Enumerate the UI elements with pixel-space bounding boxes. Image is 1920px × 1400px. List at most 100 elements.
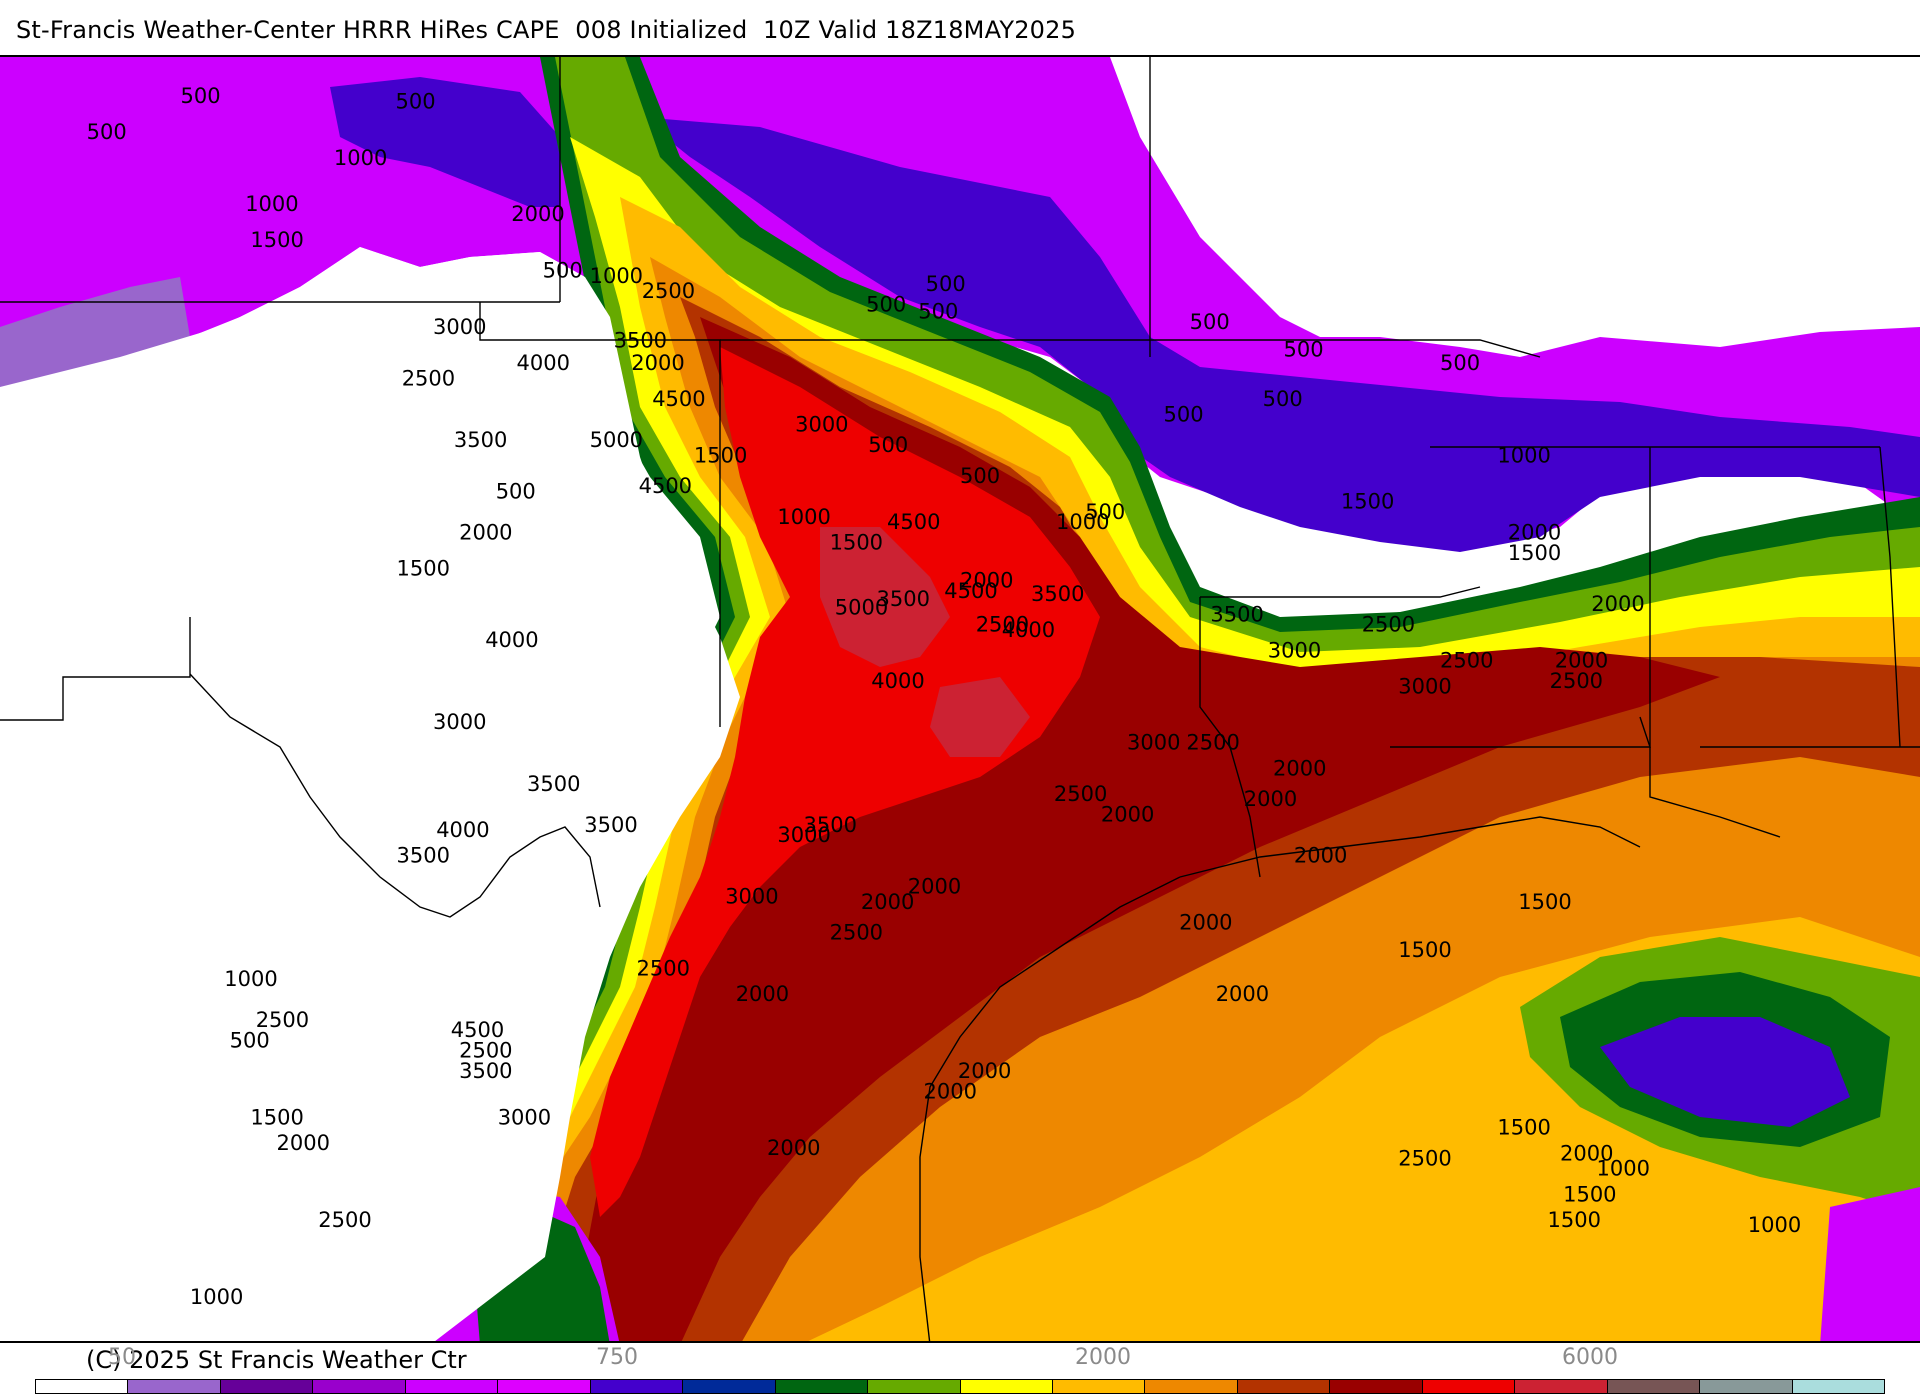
state-boundary-line (189, 673, 601, 918)
contour-label: 2000 (908, 874, 961, 898)
state-boundary-line (720, 339, 1541, 358)
contour-label: 1500 (1518, 890, 1571, 914)
contour-label: 2000 (958, 1059, 1011, 1083)
contour-label: 500 (230, 1028, 270, 1052)
contour-label: 3000 (1127, 731, 1180, 755)
copyright: (C) 2025 St Francis Weather Ctr (86, 1346, 467, 1374)
contour-label: 3000 (777, 823, 830, 847)
colorbar-swatch (1700, 1380, 1793, 1393)
contour-label: 3000 (795, 413, 848, 437)
contour-label: 500 (181, 84, 221, 108)
contour-label: 1500 (1398, 938, 1451, 962)
colorbar-swatch (405, 1380, 499, 1393)
contour-label: 500 (918, 300, 958, 324)
contour-label: 2000 (277, 1131, 330, 1155)
state-boundaries (0, 57, 1920, 1341)
colorbar-swatch (683, 1380, 776, 1393)
contour-label: 4000 (517, 351, 570, 375)
contour-label: 500 (543, 259, 583, 283)
contour-label: 1500 (1497, 1116, 1550, 1140)
colorbar-swatch (1330, 1380, 1423, 1393)
contour-label: 3500 (459, 1059, 512, 1083)
contour-label: 2500 (402, 366, 455, 390)
contour-label: 500 (496, 479, 536, 503)
contour-label: 4000 (871, 669, 924, 693)
contour-label: 2000 (511, 202, 564, 226)
contour-label: 2500 (642, 279, 695, 303)
contour-label: 1000 (334, 146, 387, 170)
contour-label: 1000 (1597, 1157, 1650, 1181)
contour-label: 4500 (944, 579, 997, 603)
state-boundary-line (1649, 447, 1781, 838)
contour-label: 500 (396, 89, 436, 113)
contour-label: 2000 (1101, 803, 1154, 827)
colorbar-swatch (1145, 1380, 1238, 1393)
contour-label: 1500 (1508, 541, 1561, 565)
contour-label: 3000 (725, 885, 778, 909)
contour-label: 1500 (397, 556, 450, 580)
state-boundary-line (1200, 586, 1481, 598)
colorbar-swatch (498, 1380, 591, 1393)
colorbar-tick-label: 2000 (1075, 1345, 1131, 1370)
contour-label: 5000 (835, 595, 888, 619)
contour-label: 2000 (767, 1136, 820, 1160)
contour-label: 2500 (256, 1008, 309, 1032)
contour-label: 500 (1263, 387, 1303, 411)
contour-label: 2000 (924, 1080, 977, 1104)
contour-label: 500 (960, 464, 1000, 488)
state-boundary-line (1199, 597, 1261, 878)
contour-label: 4500 (887, 510, 940, 534)
contour-label: 2000 (1294, 844, 1347, 868)
colorbar-swatch (1052, 1380, 1146, 1393)
contour-label: 1500 (1341, 490, 1394, 514)
contour-label: 1500 (694, 443, 747, 467)
contour-label: 2500 (976, 613, 1029, 637)
cape-area-northeast-blank (1110, 57, 1920, 357)
contour-label: 500 (1440, 351, 1480, 375)
colorbar-swatch (220, 1380, 314, 1393)
contour-label: 500 (1085, 500, 1125, 524)
contour-label: 3000 (498, 1105, 551, 1129)
cape-area-northwest-core (0, 277, 190, 402)
coastline (919, 876, 1181, 1341)
state-boundary-line (0, 617, 191, 721)
colorbar-tick-label: 750 (596, 1345, 638, 1370)
colorbar (35, 1379, 1885, 1394)
contour-label: 2500 (459, 1039, 512, 1063)
contour-label: 1000 (190, 1285, 243, 1309)
cape-map: 500 500 500 500 500 500 500 500 500 500 500 500 500 5… (0, 55, 1920, 1343)
contour-label: 1500 (250, 1105, 303, 1129)
cape-area-red (590, 347, 1100, 1217)
cape-area-southwest-blank (0, 247, 740, 1341)
state-boundary-line (1879, 446, 1901, 748)
cape-area-north-blue (640, 117, 1920, 552)
contour-label: 2500 (637, 957, 690, 981)
contour-label: 1000 (1748, 1213, 1801, 1237)
contour-label: 1000 (1056, 510, 1109, 534)
contour-label: 2500 (318, 1208, 371, 1232)
contour-label: 1500 (1548, 1208, 1601, 1232)
contour-label: 2500 (1362, 613, 1415, 637)
cape-area-southeast-purple (1820, 1187, 1920, 1341)
contour-label: 2500 (1186, 731, 1239, 755)
contour-label: 3000 (1268, 638, 1321, 662)
colorbar-swatch (775, 1380, 869, 1393)
contour-label: 2500 (830, 921, 883, 945)
contour-label: 3500 (584, 813, 637, 837)
cape-area-red-core (820, 527, 1030, 757)
contour-label: 2000 (1244, 787, 1297, 811)
contour-label: 500 (1284, 338, 1324, 362)
colorbar-swatch (1792, 1380, 1885, 1393)
colorbar-swatch (960, 1380, 1053, 1393)
contour-label: 2500 (1550, 669, 1603, 693)
contour-label: 2000 (1179, 910, 1232, 934)
contour-label: 2000 (1273, 756, 1326, 780)
contour-label: 500 (868, 433, 908, 457)
contour-label: 1000 (224, 967, 277, 991)
contour-label: 2000 (736, 982, 789, 1006)
colorbar-swatch (868, 1380, 961, 1393)
contour-label: 4500 (639, 474, 692, 498)
cape-area-gulf-blue (1600, 1017, 1850, 1127)
coastline (1179, 816, 1641, 878)
colorbar-swatch (1515, 1380, 1608, 1393)
